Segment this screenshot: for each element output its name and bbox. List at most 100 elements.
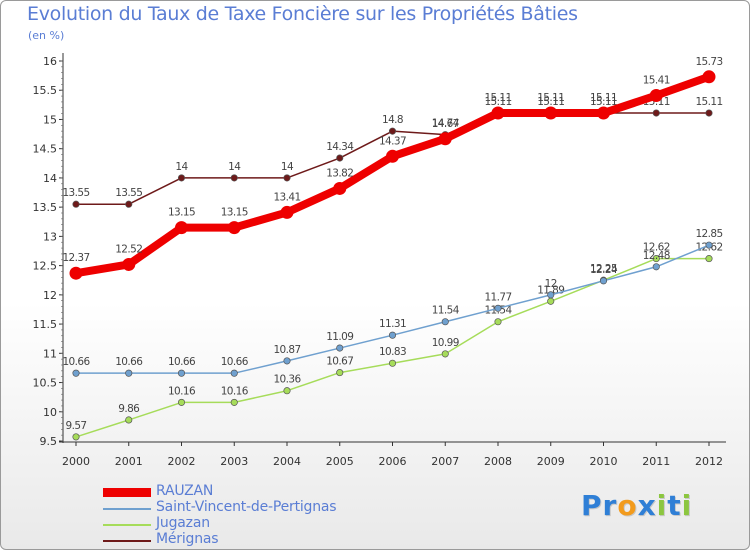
data-label: 10.67 (326, 356, 353, 368)
data-point (230, 369, 238, 377)
logo-letter: r (602, 489, 618, 522)
data-label: 13.41 (273, 191, 300, 203)
legend-label-jugazan: Jugazan (156, 515, 210, 531)
x-tick-label: 2005 (326, 455, 354, 468)
logo-letter: i (656, 489, 668, 522)
data-point (441, 350, 449, 358)
data-label: 14.74 (432, 118, 460, 130)
data-label: 14.37 (379, 135, 406, 147)
data-point (230, 174, 238, 182)
data-point (280, 205, 294, 219)
legend-swatch-merignas (103, 540, 151, 542)
y-tick-label: 14.5 (33, 143, 58, 156)
data-point (652, 109, 660, 117)
data-point (125, 369, 133, 377)
data-label: 15.11 (695, 96, 722, 108)
data-label: 13.55 (115, 187, 142, 199)
data-point (336, 344, 344, 352)
data-point (491, 106, 505, 120)
data-label: 10.16 (168, 385, 196, 397)
data-point (72, 369, 80, 377)
data-point (438, 132, 452, 146)
data-point (283, 387, 291, 395)
data-label: 14.67 (432, 118, 459, 130)
data-point (69, 266, 83, 280)
data-label: 15.11 (537, 96, 564, 108)
y-tick-label: 14 (43, 172, 57, 185)
data-point (702, 70, 716, 84)
data-point (227, 221, 241, 235)
data-label: 11.77 (484, 291, 511, 303)
data-label: 15.11 (484, 96, 511, 108)
x-tick-label: 2000 (62, 455, 90, 468)
logo-letter: x (637, 489, 657, 522)
proxiti-logo[interactable]: Proxiti (581, 489, 692, 522)
data-label: 10.99 (432, 337, 459, 349)
y-tick-label: 13.5 (33, 201, 58, 214)
data-label: 12.62 (643, 242, 670, 254)
y-tick-label: 10 (43, 406, 57, 419)
data-label: 14 (175, 161, 188, 173)
data-point (494, 318, 502, 326)
data-label: 15.11 (590, 96, 617, 108)
data-label: 9.57 (66, 420, 87, 432)
data-point (547, 297, 555, 305)
data-label: 12.25 (590, 263, 617, 275)
data-label: 15.73 (695, 56, 722, 68)
data-label: 10.16 (221, 385, 249, 397)
data-point (283, 357, 291, 365)
data-label: 12.37 (62, 252, 89, 264)
data-label: 10.87 (273, 344, 300, 356)
data-label: 14.34 (326, 141, 354, 153)
y-tick-label: 15 (43, 113, 57, 126)
y-tick-label: 13 (43, 230, 57, 243)
x-tick-label: 2006 (379, 455, 407, 468)
data-label: 10.36 (273, 374, 301, 386)
data-point (599, 277, 608, 285)
data-point (336, 369, 344, 377)
x-tick-label: 2012 (695, 455, 723, 468)
x-tick-label: 2008 (484, 455, 512, 468)
legend-swatch-rauzan (103, 488, 151, 497)
legend-label-rauzan: RAUZAN (156, 483, 214, 499)
data-point (177, 174, 186, 182)
data-label: 10.66 (168, 356, 196, 368)
data-label: 13.82 (326, 167, 353, 179)
logo-letter: i (681, 489, 693, 522)
legend-swatch-saint-vincent (103, 508, 151, 510)
data-label: 15.11 (537, 92, 564, 104)
x-tick-label: 2001 (115, 455, 143, 468)
y-tick-label: 10.5 (33, 377, 58, 390)
y-tick-label: 12 (43, 289, 57, 302)
data-label: 12.24 (590, 264, 618, 276)
data-point (705, 255, 713, 263)
y-tick-label: 11 (43, 347, 57, 360)
data-point (175, 221, 188, 235)
data-point (386, 149, 399, 163)
data-label: 13.15 (221, 207, 248, 219)
data-point (230, 398, 238, 406)
y-tick-label: 12.5 (33, 260, 58, 273)
data-label: 14 (281, 161, 294, 173)
data-point (333, 181, 347, 195)
data-label: 11.54 (432, 305, 460, 317)
x-tick-label: 2007 (431, 455, 459, 468)
y-axis-unit-label: (en %) (28, 29, 65, 42)
x-tick-label: 2004 (273, 455, 301, 468)
data-label: 13.15 (168, 207, 195, 219)
data-label: 15.11 (484, 92, 511, 104)
data-point (544, 106, 558, 120)
x-tick-label: 2010 (590, 455, 618, 468)
data-point (388, 127, 397, 135)
data-point (652, 255, 660, 263)
data-label: 12 (545, 278, 557, 290)
data-point (649, 88, 663, 102)
x-tick-label: 2011 (642, 455, 670, 468)
data-point (336, 154, 344, 162)
logo-letter: o (617, 489, 638, 522)
data-label: 12.85 (695, 228, 722, 240)
legend-label-saint-vincent: Saint-Vincent-de-Pertignas (156, 499, 337, 515)
data-point (388, 359, 397, 367)
chart-title: Evolution du Taux de Taxe Foncière sur l… (27, 3, 578, 25)
